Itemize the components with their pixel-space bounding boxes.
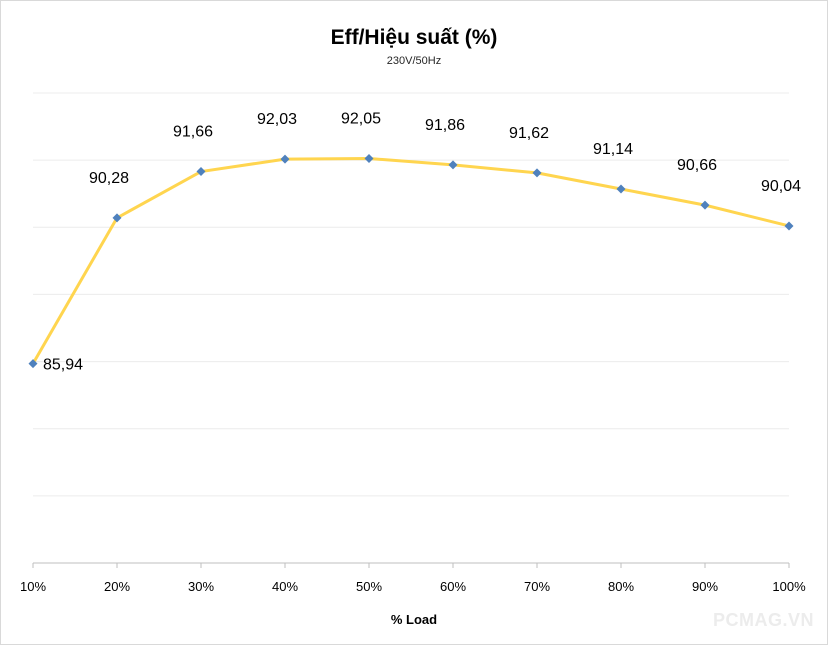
x-tick-label: 10% xyxy=(20,579,46,594)
x-tick-label: 40% xyxy=(272,579,298,594)
data-point xyxy=(784,221,794,231)
data-label: 92,05 xyxy=(341,110,381,127)
x-tick-label: 60% xyxy=(440,579,466,594)
data-point xyxy=(700,200,710,210)
data-point xyxy=(532,168,542,178)
data-point xyxy=(196,167,206,177)
data-label: 90,66 xyxy=(677,157,717,174)
x-tick-labels: 10% 20% 30% 40% 50% 60% 70% 80% 90% 100% xyxy=(20,579,806,594)
watermark: PCMAG.VN xyxy=(712,610,814,630)
data-label: 91,14 xyxy=(593,141,633,158)
data-point xyxy=(28,359,38,369)
x-axis-label: % Load xyxy=(390,612,438,627)
chart-subtitle: 230V/50Hz xyxy=(386,55,442,67)
data-label: 90,28 xyxy=(89,170,129,187)
data-point xyxy=(364,153,374,163)
data-point xyxy=(280,154,290,164)
x-tick-label: 70% xyxy=(524,579,550,594)
data-label: 91,86 xyxy=(425,117,465,134)
x-tick-label: 80% xyxy=(608,579,634,594)
data-labels: 85,94 90,28 91,66 92,03 92,05 91,86 91,62 91,14… xyxy=(43,110,801,373)
gridlines xyxy=(33,92,789,497)
x-tick-label: 30% xyxy=(188,579,214,594)
data-label: 92,03 xyxy=(257,111,297,128)
data-point xyxy=(112,213,122,223)
data-label: 91,66 xyxy=(173,124,213,141)
x-axis xyxy=(32,562,790,568)
data-label: 91,62 xyxy=(509,125,549,142)
series-efficiency xyxy=(28,153,794,369)
data-label: 85,94 xyxy=(43,357,83,374)
x-tick-label: 20% xyxy=(104,579,130,594)
data-point xyxy=(448,160,458,170)
data-label: 90,04 xyxy=(761,178,801,195)
x-tick-label: 50% xyxy=(356,579,382,594)
chart-title: Eff/Hiệu suất (%) xyxy=(330,26,498,49)
x-tick-label: 90% xyxy=(692,579,718,594)
x-tick-label: 100% xyxy=(772,579,806,594)
data-point xyxy=(616,184,626,194)
series-line xyxy=(31,156,790,365)
